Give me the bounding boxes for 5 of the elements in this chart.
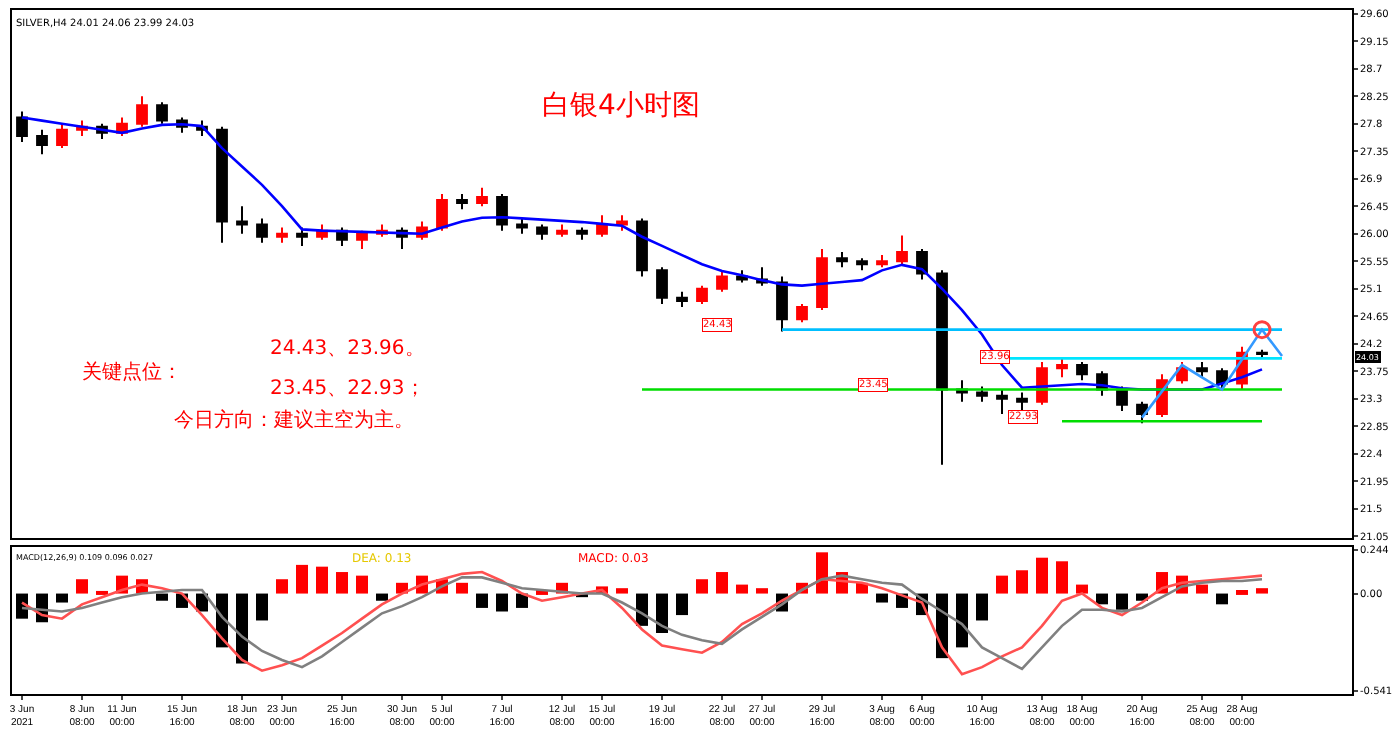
annotation: 今日方向：建议主空为主。 [174, 408, 414, 432]
text: 白银4小时图 [542, 90, 700, 122]
annotation: 关键点位： [82, 360, 182, 384]
annotation: 23.45、22.93； [270, 378, 425, 400]
annotation: 24.43、23.96。 [270, 338, 425, 360]
